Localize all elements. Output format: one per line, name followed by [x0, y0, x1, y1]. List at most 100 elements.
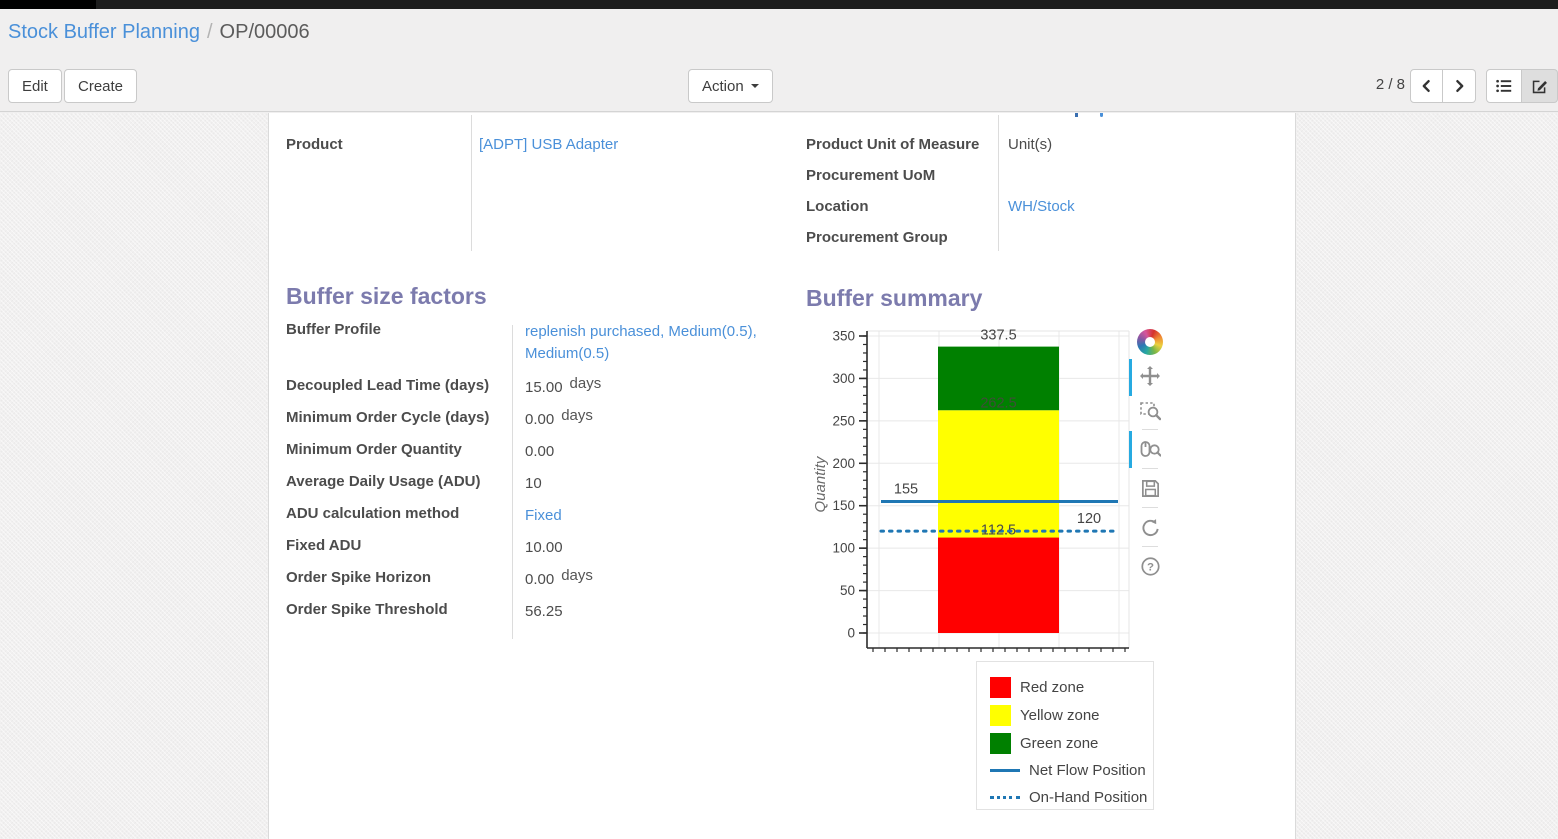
caret-down-icon [750, 84, 759, 88]
form-sheet: Product [ADPT] USB Adapter Product Unit … [268, 113, 1296, 839]
svg-text:120: 120 [1077, 511, 1101, 527]
box-zoom-tool-icon[interactable] [1135, 395, 1165, 425]
factor-label: Minimum Order Quantity [286, 441, 462, 458]
svg-text:300: 300 [832, 371, 855, 386]
list-view-icon [1496, 79, 1512, 93]
factor-value-suffix: days [561, 567, 593, 584]
field-row-product: Product [ADPT] USB Adapter [286, 129, 776, 160]
save-tool-icon[interactable] [1135, 473, 1165, 503]
field-row-procurement-group: Procurement Group [806, 222, 1286, 253]
buffer-chart-plot[interactable]: 0 50 100 150 200 250 300 350 337.5 262.5 112.5 155 1… [811, 325, 1151, 665]
svg-text:112.5: 112.5 [981, 523, 1016, 539]
section-heading-buffer-summary: Buffer summary [806, 285, 983, 311]
svg-text:100: 100 [832, 541, 855, 556]
breadcrumb-parent-link[interactable]: Stock Buffer Planning [8, 21, 200, 43]
factor-label: Average Daily Usage (ADU) [286, 473, 481, 490]
bokeh-logo-icon[interactable] [1137, 329, 1163, 355]
legend-item-on-hand: On-Hand Position [990, 786, 1147, 808]
factor-value-text: 15.00 [525, 379, 563, 396]
form-view-icon [1532, 80, 1547, 93]
legend-swatch-red [990, 676, 1011, 698]
view-switcher [1486, 69, 1558, 103]
svg-text:337.5: 337.5 [980, 328, 1016, 344]
edit-button-label: Edit [22, 77, 48, 95]
toolbar-divider [1142, 546, 1158, 547]
help-tool-icon[interactable]: ? [1135, 551, 1165, 581]
chevron-right-icon [1456, 80, 1464, 92]
clipped-text-fragment [1075, 113, 1078, 117]
field-value-product-link[interactable]: [ADPT] USB Adapter [479, 136, 619, 153]
control-panel: Stock Buffer Planning / OP/00006 Edit Crea… [0, 9, 1558, 112]
create-button[interactable]: Create [64, 69, 138, 103]
chevron-left-icon [1422, 80, 1430, 92]
factor-label: Fixed ADU [286, 537, 362, 554]
active-tool-indicator [1129, 431, 1132, 468]
legend-item-net-flow: Net Flow Position [990, 759, 1146, 781]
legend-swatch-green [990, 732, 1011, 754]
reset-tool-icon[interactable] [1135, 512, 1165, 542]
field-row-location: Location WH/Stock [806, 191, 1286, 222]
factor-value-text: 0.00 [525, 443, 555, 460]
field-value-product-uom: Unit(s) [1008, 136, 1053, 153]
legend-item-red-zone: Red zone [990, 676, 1084, 698]
breadcrumb-current: OP/00006 [219, 21, 310, 43]
wheel-zoom-tool-icon[interactable] [1135, 434, 1165, 464]
factor-value: 0.00 [525, 441, 777, 463]
factor-value: Fixed [525, 505, 777, 527]
factor-value: 10.00 [525, 537, 777, 559]
pager-previous-button[interactable] [1410, 69, 1443, 103]
field-label-procurement-uom: Procurement UoM [806, 167, 936, 184]
legend-swatch-yellow [990, 704, 1011, 726]
svg-text:50: 50 [840, 583, 855, 598]
pan-tool-icon[interactable] [1135, 361, 1165, 391]
chart-toolbar: ? [1129, 327, 1169, 585]
factor-label: Decoupled Lead Time (days) [286, 377, 490, 394]
top-navbar-segment [0, 0, 96, 9]
form-view-button[interactable] [1522, 69, 1558, 103]
legend-label: Yellow zone [1020, 706, 1100, 724]
svg-text:250: 250 [832, 413, 855, 428]
edit-button[interactable]: Edit [8, 69, 62, 103]
factor-label: Minimum Order Cycle (days) [286, 409, 490, 426]
factor-value: 15.00 days [525, 375, 777, 399]
factor-value-suffix: days [569, 375, 602, 392]
pager-count: 2 / 8 [1375, 76, 1405, 93]
field-label-location: Location [806, 198, 869, 215]
active-tool-indicator [1129, 359, 1132, 396]
pager-buttons [1410, 69, 1476, 103]
factor-value: 10 [525, 473, 777, 495]
breadcrumb-separator: / [206, 21, 213, 43]
clipped-text-fragment [1100, 113, 1103, 117]
legend-label: Red zone [1020, 678, 1085, 696]
svg-text:150: 150 [832, 498, 855, 513]
field-row-procurement-uom: Procurement UoM [806, 160, 1286, 191]
svg-text:0: 0 [847, 626, 855, 641]
field-value-location-link[interactable]: WH/Stock [1008, 198, 1075, 215]
svg-text:155: 155 [894, 481, 918, 497]
svg-text:Quantity: Quantity [812, 455, 829, 512]
factor-value-text: 10.00 [525, 539, 563, 556]
pager-next-button[interactable] [1443, 69, 1476, 103]
field-separator-line [512, 325, 513, 639]
breadcrumb: Stock Buffer Planning / OP/00006 [8, 21, 310, 44]
factor-value: 0.00 days [525, 567, 777, 591]
factor-label: Order Spike Horizon [286, 569, 432, 586]
factor-label: Buffer Profile [286, 321, 382, 338]
factor-value-text: 0.00 [525, 411, 555, 428]
action-dropdown-button[interactable]: Action [688, 69, 773, 103]
legend-item-yellow-zone: Yellow zone [990, 704, 1100, 726]
field-label-product-uom: Product Unit of Measure [806, 136, 980, 153]
factor-value: 0.00 days [525, 407, 777, 431]
list-view-button[interactable] [1486, 69, 1522, 103]
factor-value-link[interactable]: replenish purchased, Medium(0.5), Medium… [525, 323, 757, 362]
top-navbar-strip [0, 0, 1558, 9]
factor-value: 56.25 [525, 601, 777, 623]
buffer-summary-chart[interactable]: 0 50 100 150 200 250 300 350 337.5 262.5 112.5 155 1… [811, 325, 1151, 665]
legend-item-green-zone: Green zone [990, 732, 1098, 754]
factor-value-link[interactable]: Fixed [525, 507, 562, 524]
chart-legend: Red zone Yellow zone Green zone Net Flow… [976, 661, 1154, 810]
form-view-background: Product [ADPT] USB Adapter Product Unit … [0, 113, 1558, 839]
svg-text:262.5: 262.5 [980, 395, 1016, 411]
toolbar-divider [1142, 429, 1158, 430]
legend-label: Green zone [1020, 734, 1099, 752]
